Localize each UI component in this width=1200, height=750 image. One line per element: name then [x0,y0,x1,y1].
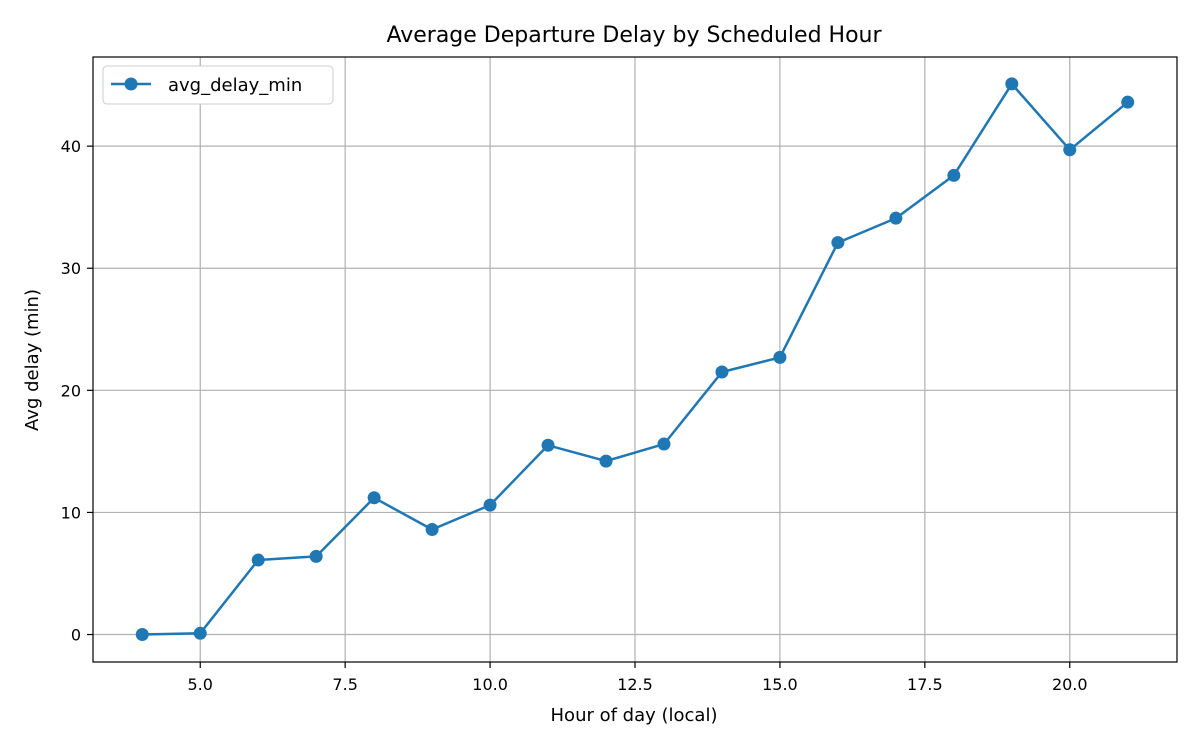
data-point [425,523,439,537]
data-point [889,211,903,225]
y-axis-label: Avg delay (min) [22,289,43,431]
data-point [309,549,323,563]
x-tick-label: 17.5 [907,675,943,694]
data-point [1121,95,1135,109]
x-axis-label: Hour of day (local) [551,705,718,726]
data-point [251,553,265,567]
series-line [142,82,1129,636]
x-tick-label: 5.0 [188,675,213,694]
data-point [483,498,497,512]
chart-title: Average Departure Delay by Scheduled Hou… [386,23,882,48]
data-point [1005,77,1019,91]
data-point [193,626,207,640]
data-point [599,454,613,468]
legend-dot-marker [124,77,138,91]
y-tick-label: 40 [61,137,81,156]
y-tick-label: 20 [61,381,81,400]
y-tick-label: 10 [61,503,81,522]
x-tick-label: 15.0 [762,675,798,694]
data-point [367,491,381,505]
x-tick-label: 10.0 [472,675,508,694]
data-point [773,350,787,364]
data-point [947,168,961,182]
x-tick-label: 12.5 [617,675,653,694]
series-layer [135,77,1135,642]
data-point [541,438,555,452]
data-point [657,437,671,451]
data-point [715,365,729,379]
data-point [831,236,845,250]
y-axis: 0 10 20 30 40 [61,137,93,645]
x-tick-label: 20.0 [1052,675,1088,694]
data-point [1063,143,1077,157]
legend: avg_delay_min [102,65,334,105]
y-tick-label: 30 [61,259,81,278]
x-axis: 5.0 7.5 10.0 12.5 15.0 17.5 20.0 [188,662,1088,694]
y-tick-label: 0 [71,626,81,645]
legend-box [102,65,334,105]
data-point [135,628,149,642]
x-tick-label: 7.5 [332,675,357,694]
legend-series-label: avg_delay_min [168,75,302,96]
